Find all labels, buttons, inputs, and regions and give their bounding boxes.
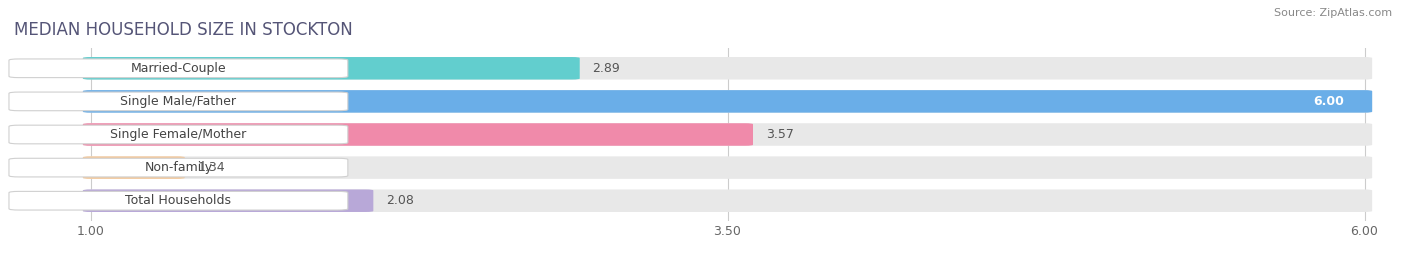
Text: Single Female/Mother: Single Female/Mother bbox=[110, 128, 246, 141]
FancyBboxPatch shape bbox=[83, 123, 1372, 146]
FancyBboxPatch shape bbox=[83, 57, 1372, 80]
Text: 1.34: 1.34 bbox=[197, 161, 225, 174]
FancyBboxPatch shape bbox=[8, 125, 347, 144]
FancyBboxPatch shape bbox=[8, 92, 347, 111]
Text: 6.00: 6.00 bbox=[1313, 95, 1344, 108]
FancyBboxPatch shape bbox=[8, 158, 347, 177]
Text: Total Households: Total Households bbox=[125, 194, 232, 207]
FancyBboxPatch shape bbox=[83, 189, 374, 212]
Text: Non-family: Non-family bbox=[145, 161, 212, 174]
FancyBboxPatch shape bbox=[83, 156, 184, 179]
Text: Single Male/Father: Single Male/Father bbox=[121, 95, 236, 108]
FancyBboxPatch shape bbox=[83, 156, 1372, 179]
Text: 3.57: 3.57 bbox=[766, 128, 793, 141]
FancyBboxPatch shape bbox=[83, 189, 1372, 212]
Text: 2.08: 2.08 bbox=[387, 194, 413, 207]
Text: 2.89: 2.89 bbox=[592, 62, 620, 75]
FancyBboxPatch shape bbox=[8, 59, 347, 78]
FancyBboxPatch shape bbox=[83, 90, 1372, 113]
FancyBboxPatch shape bbox=[83, 90, 1372, 113]
FancyBboxPatch shape bbox=[8, 191, 347, 210]
Text: MEDIAN HOUSEHOLD SIZE IN STOCKTON: MEDIAN HOUSEHOLD SIZE IN STOCKTON bbox=[14, 20, 353, 38]
Text: Source: ZipAtlas.com: Source: ZipAtlas.com bbox=[1274, 8, 1392, 18]
FancyBboxPatch shape bbox=[83, 123, 754, 146]
Text: Married-Couple: Married-Couple bbox=[131, 62, 226, 75]
FancyBboxPatch shape bbox=[83, 57, 579, 80]
